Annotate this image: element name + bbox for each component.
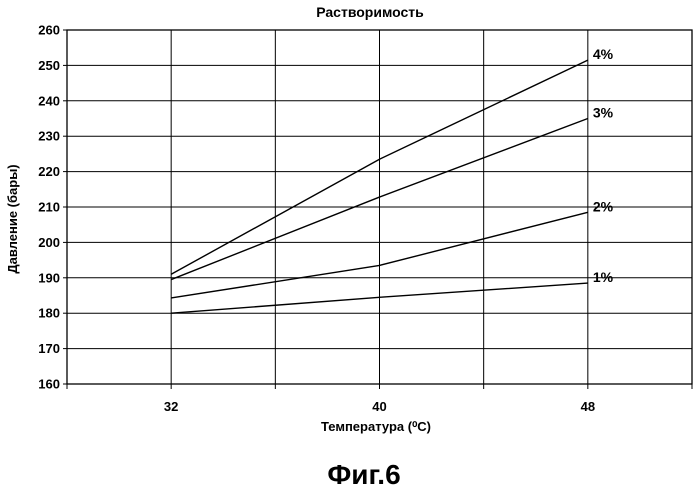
series-line-4 (170, 59, 589, 275)
y-tick-label: 260 (38, 23, 60, 38)
y-tick-label: 180 (38, 306, 60, 321)
y-tick-label: 210 (38, 200, 60, 215)
y-tick-label: 220 (38, 164, 60, 179)
x-axis-label: Температура (⁰C) (321, 419, 431, 434)
series-line-2 (171, 211, 589, 299)
series-label-1: 1% (593, 269, 614, 285)
x-tick-label: 32 (164, 399, 178, 414)
y-tick-label: 190 (38, 270, 60, 285)
y-tick-label: 160 (38, 377, 60, 392)
series-label-4: 4% (593, 46, 614, 62)
series-line-3 (170, 117, 589, 281)
y-tick-label: 250 (38, 58, 60, 73)
x-tick-label: 48 (581, 399, 595, 414)
y-axis: 160 170 180 190 200 210 220 230 240 250 260 (38, 23, 67, 392)
series-line-1 (171, 282, 588, 314)
y-tick-label: 200 (38, 235, 60, 250)
x-tick-label: 40 (372, 399, 386, 414)
series-label-2: 2% (593, 198, 614, 214)
y-axis-label: Давление (бары) (5, 164, 20, 273)
y-tick-label: 240 (38, 93, 60, 108)
y-tick-label: 170 (38, 341, 60, 356)
series-group: 1% 2% 3% 4% (170, 46, 614, 314)
y-tick-label: 230 (38, 129, 60, 144)
x-axis: 32 40 48 (66, 384, 693, 414)
figure-caption: Фиг.6 (327, 459, 400, 490)
chart-title: Растворимость (316, 4, 424, 20)
series-label-3: 3% (593, 105, 614, 121)
